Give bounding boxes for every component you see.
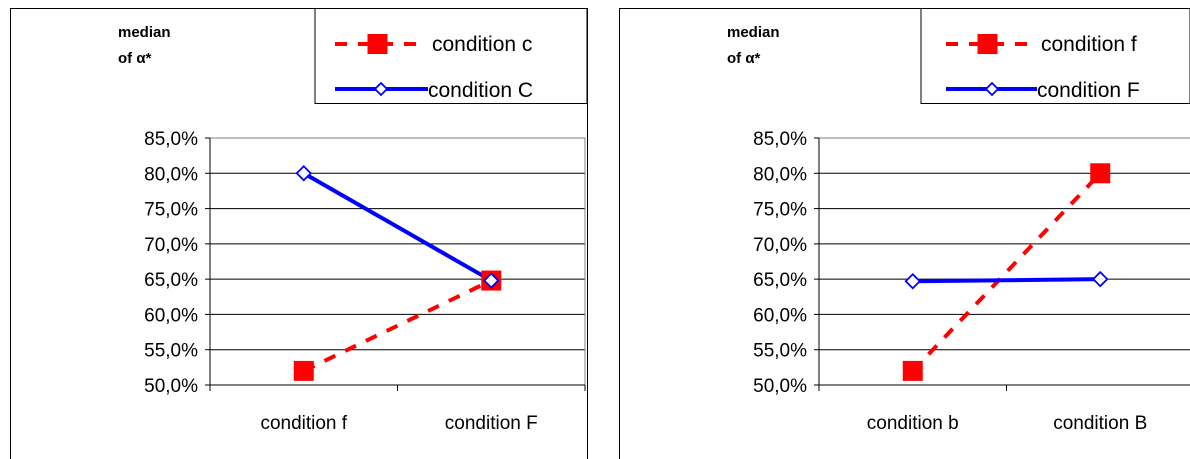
y-tick-label: 70,0% bbox=[144, 235, 198, 256]
y-tick-label: 85,0% bbox=[144, 129, 198, 150]
x-axis-ticks bbox=[209, 385, 586, 391]
y-axis-ticks bbox=[814, 137, 819, 386]
legend-label-1: condition F bbox=[1037, 79, 1140, 102]
x-axis-ticks bbox=[818, 385, 1007, 391]
x-category-label: condition F bbox=[445, 413, 538, 434]
x-category-label: condition f bbox=[260, 413, 347, 434]
chart-left: median of α* 85,0% 80,0% 75,0% 70,0% 65,… bbox=[10, 8, 588, 459]
series-layer bbox=[293, 165, 502, 381]
y-tick-label: 65,0% bbox=[144, 270, 198, 291]
y-axis-label-line2: of α* bbox=[118, 50, 152, 67]
data-point-diamond bbox=[482, 272, 500, 289]
y-axis-label-line2: of α* bbox=[727, 50, 761, 67]
legend: condition f condition F bbox=[920, 8, 1190, 104]
y-tick-label: 50,0% bbox=[144, 376, 198, 397]
data-point-diamond bbox=[295, 165, 313, 182]
y-tick-label: 70,0% bbox=[753, 235, 807, 256]
y-tick-label: 75,0% bbox=[753, 200, 807, 221]
y-tick-labels: 85,0% 80,0% 75,0% 70,0% 65,0% 60,0% 55,0… bbox=[753, 129, 807, 397]
y-tick-label: 60,0% bbox=[144, 305, 198, 326]
y-axis-label-line1: median bbox=[727, 24, 780, 41]
y-tick-label: 85,0% bbox=[753, 129, 807, 150]
data-point-square bbox=[293, 360, 314, 381]
y-tick-label: 75,0% bbox=[144, 200, 198, 221]
x-category-label: condition B bbox=[1053, 413, 1147, 434]
y-tick-label: 80,0% bbox=[753, 164, 807, 185]
series-line-0 bbox=[302, 278, 493, 373]
data-point-diamond bbox=[904, 272, 922, 290]
chart-left-svg: median of α* 85,0% 80,0% 75,0% 70,0% 65,… bbox=[10, 8, 588, 459]
legend-label-0: condition f bbox=[1041, 33, 1137, 56]
legend-label-0: condition c bbox=[432, 33, 532, 56]
y-tick-label: 55,0% bbox=[753, 341, 807, 362]
data-point-square bbox=[1090, 163, 1111, 184]
legend-label-1: condition C bbox=[428, 79, 533, 102]
legend-marker-square bbox=[367, 34, 388, 54]
y-axis-ticks bbox=[205, 137, 210, 386]
legend-marker-diamond bbox=[984, 81, 1000, 97]
series-line-1 bbox=[912, 277, 1101, 284]
chart-right-svg: median of α* 85,0% 80,0% 75,0% 70,0% 65,… bbox=[619, 8, 1190, 459]
y-tick-label: 65,0% bbox=[753, 270, 807, 291]
y-axis-label-line1: median bbox=[118, 24, 171, 41]
y-tick-labels: 85,0% 80,0% 75,0% 70,0% 65,0% 60,0% 55,0… bbox=[144, 129, 198, 397]
y-tick-label: 50,0% bbox=[753, 376, 807, 397]
x-category-label: condition b bbox=[867, 413, 959, 434]
series-layer bbox=[902, 163, 1111, 381]
data-point-diamond bbox=[1091, 270, 1109, 288]
legend: condition c condition C bbox=[314, 8, 588, 104]
chart-right: median of α* 85,0% 80,0% 75,0% 70,0% 65,… bbox=[619, 8, 1190, 459]
legend-marker-diamond bbox=[373, 81, 389, 97]
y-tick-label: 60,0% bbox=[753, 305, 807, 326]
y-tick-label: 80,0% bbox=[144, 164, 198, 185]
series-line-1 bbox=[302, 171, 493, 283]
y-tick-label: 55,0% bbox=[144, 341, 198, 362]
legend-marker-square bbox=[977, 34, 998, 54]
data-point-square bbox=[902, 360, 923, 381]
